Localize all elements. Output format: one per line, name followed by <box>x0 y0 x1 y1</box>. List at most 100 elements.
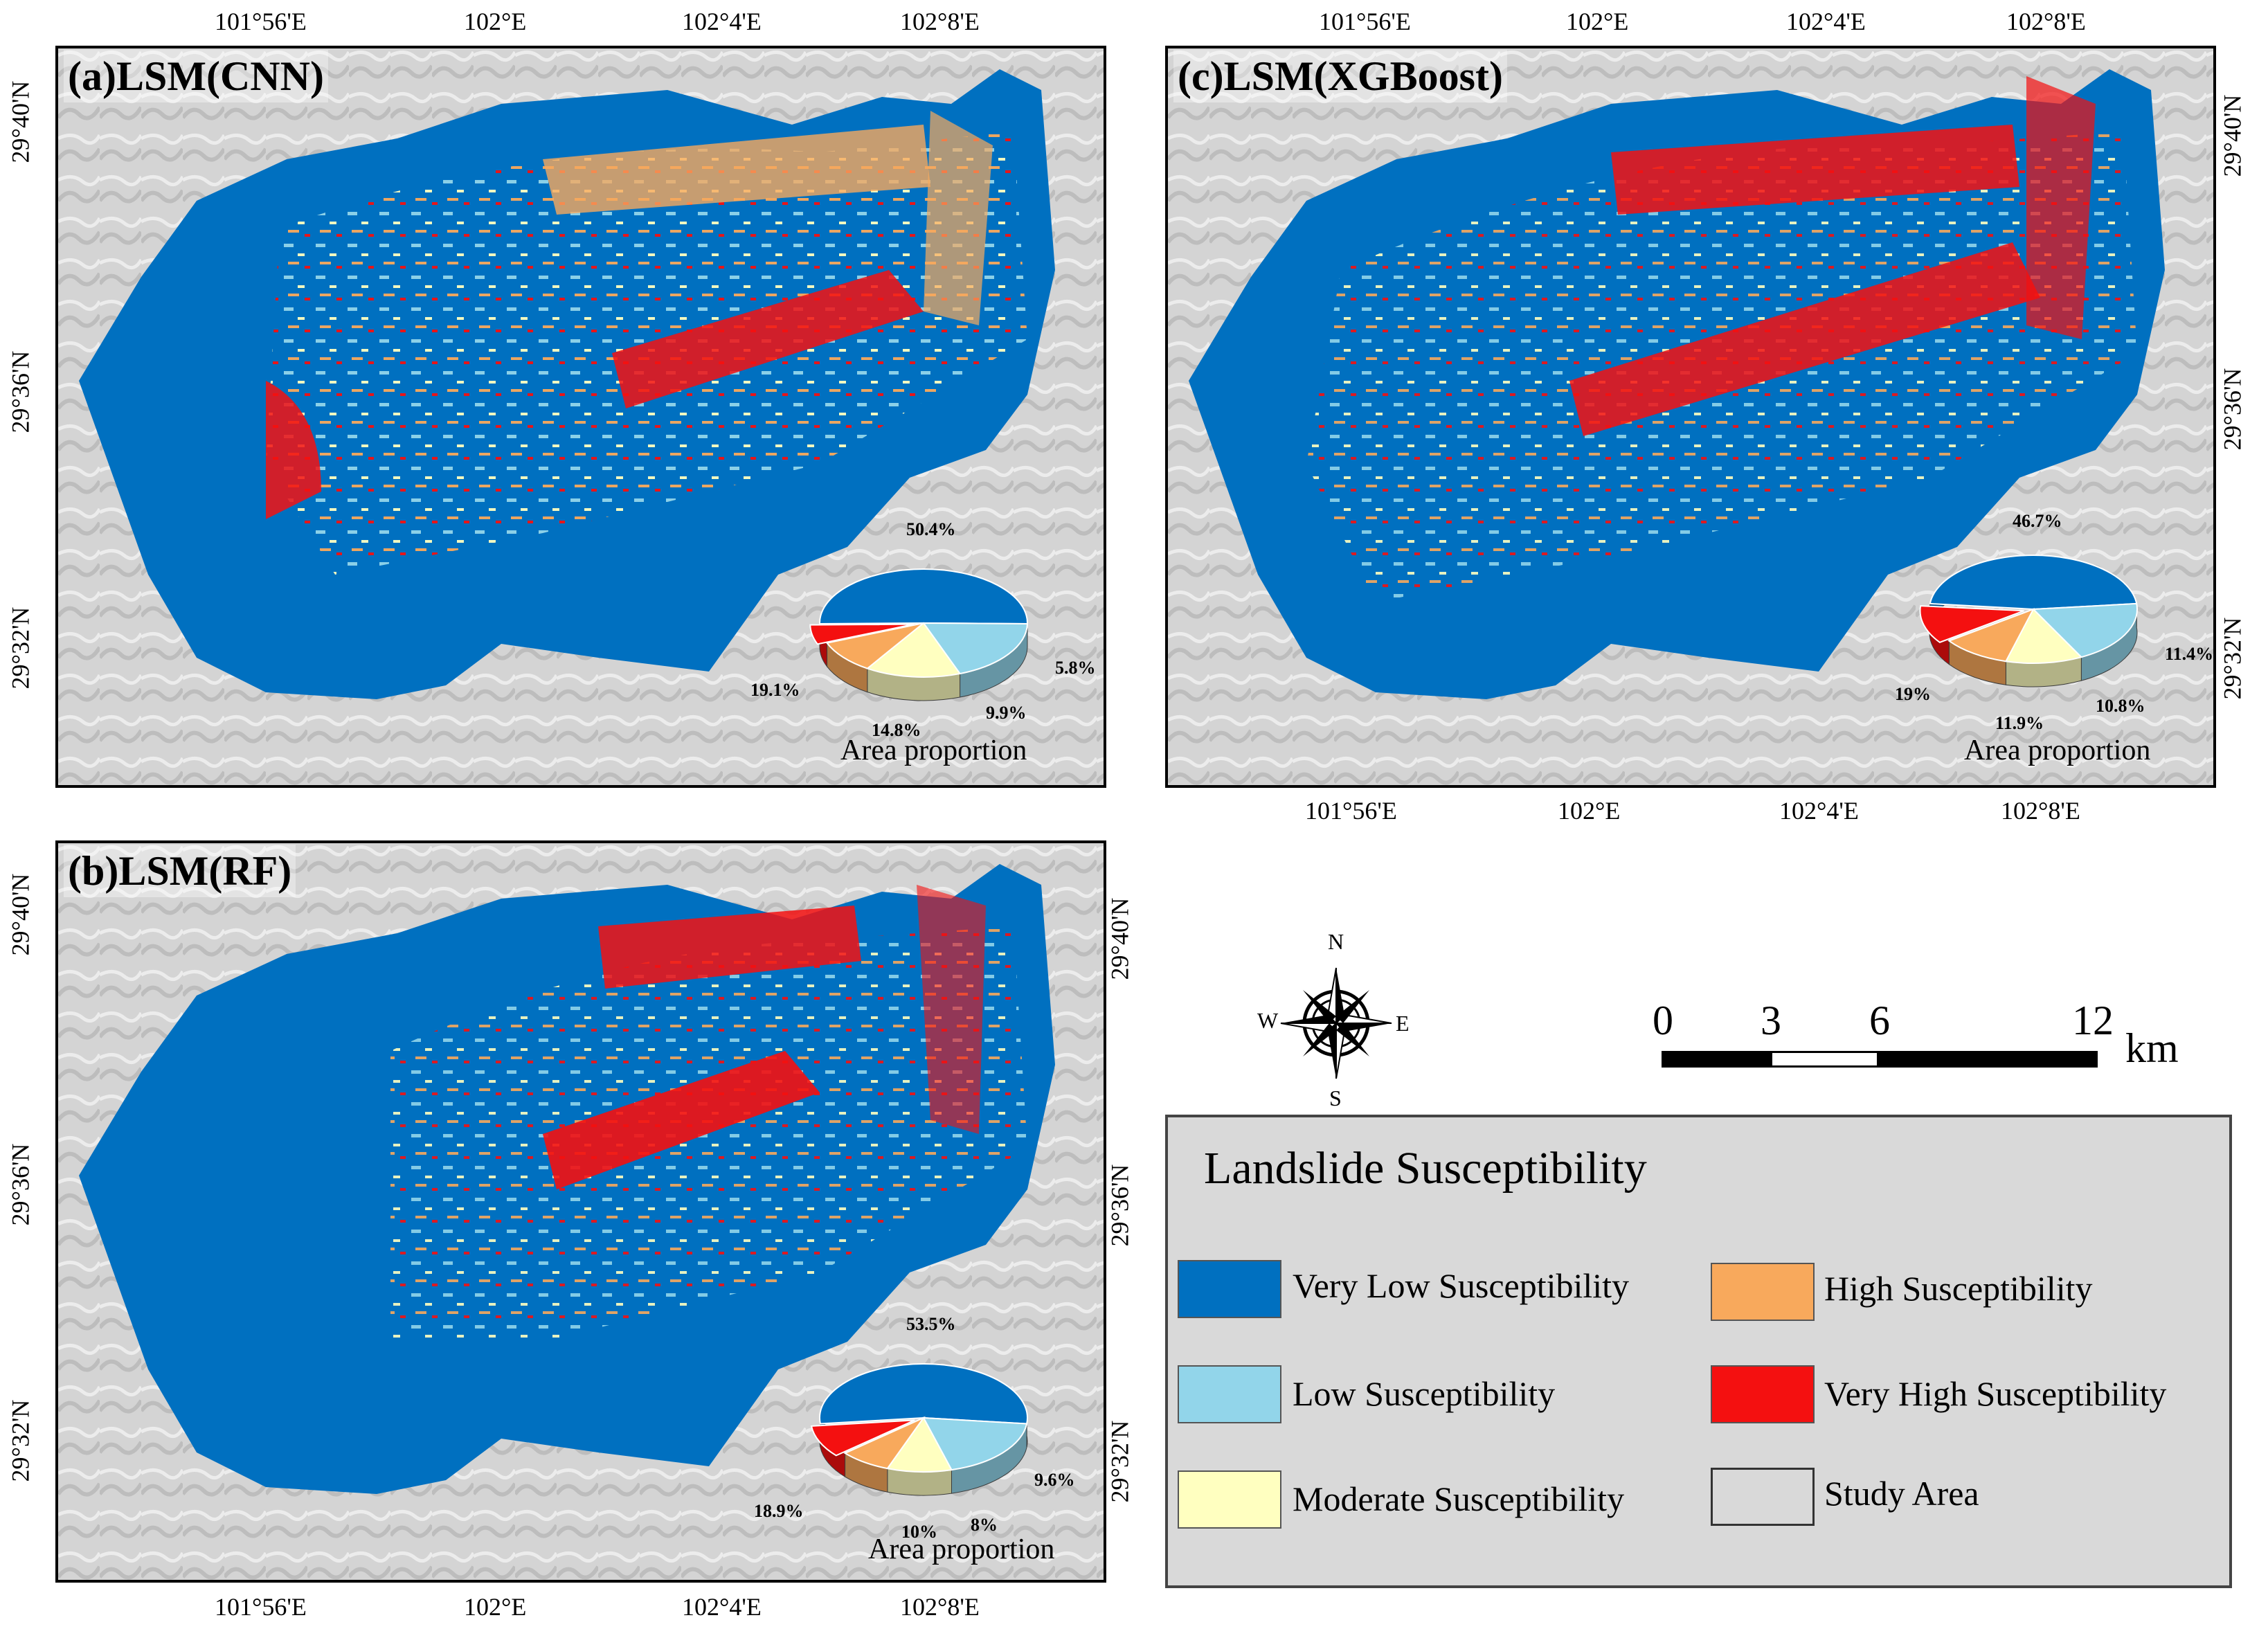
legend-title: Landslide Susceptibility <box>1204 1143 1647 1194</box>
pie-label-high: 9.9% <box>986 703 1027 723</box>
scale-tick-6: 6 <box>1869 998 1890 1043</box>
pie-chart-rf <box>810 1362 1028 1496</box>
tick-lon-1: 101°56'E <box>1305 797 1397 825</box>
tick-lat-3: 29°32'N <box>6 1399 35 1482</box>
pie-slice-moderate <box>2004 608 2083 664</box>
tick-lat-1: 29°40'N <box>2218 94 2247 177</box>
tick-lon-2: 102°E <box>1566 8 1629 35</box>
pie-label-high: 10.8% <box>2096 696 2145 716</box>
tick-lon-4: 102°8'E <box>900 1593 980 1621</box>
legend-label-high: High Susceptibility <box>1824 1269 2093 1308</box>
tick-lon-2: 102°E <box>1558 797 1621 825</box>
panel-title-xgboost: (c)LSM(XGBoost) <box>1173 50 1507 102</box>
pie-label-low: 19.1% <box>750 680 800 700</box>
legend-label-moderate: Moderate Susceptibility <box>1293 1479 1625 1518</box>
pie-label-very-high: 5.8% <box>1055 658 1096 678</box>
legend-swatch-low <box>1178 1365 1281 1423</box>
tick-lat-3: 29°32'N <box>6 606 35 690</box>
tick-lon-3: 102°4'E <box>1779 797 1859 825</box>
map-panel-xgboost: (c)LSM(XGBoost) 46.7% 19% 11.9% 10.8% 11… <box>1165 46 2216 788</box>
tick-lon-2: 102°E <box>464 8 527 35</box>
map-canvas-cnn <box>58 48 1104 785</box>
pie-slice-very-high <box>810 1419 915 1457</box>
tick-lat-3: 29°32'N <box>2218 617 2247 700</box>
pie-label-low: 19% <box>1895 684 1931 704</box>
tick-lat-2: 29°36'N <box>6 1143 35 1226</box>
pie-slice-high <box>825 622 924 669</box>
tick-lat-2: 29°36'N <box>6 350 35 433</box>
scale-segment-2 <box>1770 1051 1879 1068</box>
tick-lat-2: 29°36'N <box>1106 1164 1134 1247</box>
scale-unit: km <box>2125 1025 2179 1071</box>
tick-lon-4: 102°8'E <box>2001 797 2080 825</box>
panel-title-rf: (b)LSM(RF) <box>64 845 296 897</box>
legend-swatch-study-area <box>1711 1468 1815 1526</box>
compass-label-w: W <box>1257 1008 1279 1033</box>
scale-tick-3: 3 <box>1761 998 1781 1043</box>
tick-lat-1: 29°40'N <box>6 873 35 956</box>
pie-label-moderate: 11.9% <box>1995 713 2044 733</box>
pie-caption: Area proportion <box>840 735 1027 766</box>
pie-slice-very-low <box>819 1362 1028 1425</box>
legend-swatch-high <box>1711 1263 1815 1321</box>
scale-tick-12: 12 <box>2072 998 2114 1043</box>
legend-label-very-high: Very High Susceptibility <box>1824 1374 2167 1413</box>
map-canvas-xgboost <box>1168 48 2213 785</box>
legend-swatch-very-high <box>1711 1365 1815 1423</box>
pie-slice-moderate <box>865 622 962 678</box>
pie-label-moderate: 10% <box>901 1522 937 1542</box>
pie-chart-xgboost <box>1919 554 2138 687</box>
tick-lon-1: 101°56'E <box>1319 8 1411 35</box>
tick-lon-3: 102°4'E <box>682 8 762 35</box>
pie-slice-low <box>2031 602 2138 658</box>
pie-label-moderate: 14.8% <box>872 720 921 740</box>
legend-box: Landslide Susceptibility Very Low Suscep… <box>1165 1115 2232 1588</box>
pie-label-high: 8% <box>971 1515 998 1535</box>
tick-lat-2: 29°36'N <box>2218 368 2247 451</box>
pie-slice-very-high <box>809 623 915 645</box>
legend-label-low: Low Susceptibility <box>1293 1374 1556 1413</box>
tick-lon-1: 101°56'E <box>215 1593 307 1621</box>
map-panel-rf: (b)LSM(RF) 53.5% 18.9% 10% 8% 9.6% Area … <box>55 840 1106 1583</box>
legend-label-very-low: Very Low Susceptibility <box>1293 1266 1630 1305</box>
tick-lon-4: 102°8'E <box>900 8 980 35</box>
pie-slice-very-high <box>1919 605 2024 643</box>
pie-chart-cnn <box>809 568 1029 701</box>
compass-label-s: S <box>1329 1086 1342 1110</box>
pie-label-very-low: 46.7% <box>2013 511 2062 531</box>
pie-label-very-low: 50.4% <box>906 519 956 539</box>
pie-slice-very-low <box>819 568 1028 624</box>
tick-lon-2: 102°E <box>464 1593 527 1621</box>
pie-slice-high <box>843 1416 926 1470</box>
tick-lat-1: 29°40'N <box>1106 897 1134 980</box>
pie-caption: Area proportion <box>868 1533 1055 1565</box>
scale-segment-1 <box>1662 1051 1770 1068</box>
scale-bar: 0 3 6 12 km <box>1653 997 2198 1087</box>
tick-lon-4: 102°8'E <box>2006 8 2086 35</box>
compass-label-e: E <box>1396 1011 1410 1036</box>
pie-label-very-low: 53.5% <box>906 1314 956 1334</box>
panel-title-cnn: (a)LSM(CNN) <box>64 50 328 102</box>
pie-slice-low <box>922 1416 1028 1471</box>
map-canvas-rf <box>58 843 1104 1580</box>
pie-slice-low <box>922 622 1029 675</box>
legend-swatch-moderate <box>1178 1470 1281 1529</box>
legend-label-study-area: Study Area <box>1824 1474 1979 1513</box>
tick-lon-3: 102°4'E <box>1786 8 1866 35</box>
tick-lat-3: 29°32'N <box>1106 1420 1134 1503</box>
pie-slice-moderate <box>886 1416 953 1473</box>
pie-label-low: 18.9% <box>754 1501 804 1521</box>
tick-lon-1: 101°56'E <box>215 8 307 35</box>
tick-lat-1: 29°40'N <box>6 80 35 163</box>
pie-caption: Area proportion <box>1964 735 2151 766</box>
compass-rose-icon <box>1280 967 1392 1079</box>
legend-swatch-very-low <box>1178 1260 1281 1318</box>
pie-slice-very-low <box>1929 554 2138 611</box>
tick-lon-3: 102°4'E <box>682 1593 762 1621</box>
map-panel-cnn: (a)LSM(CNN) 50.4% 19.1% 14.8% 9.9% 5.8% … <box>55 46 1106 788</box>
scale-tick-0: 0 <box>1653 998 1673 1043</box>
scale-segment-3 <box>1879 1051 2098 1068</box>
pie-label-very-high: 9.6% <box>1034 1470 1075 1490</box>
compass-label-n: N <box>1328 929 1344 954</box>
north-arrow-compass: N S E W <box>1257 929 1412 1115</box>
